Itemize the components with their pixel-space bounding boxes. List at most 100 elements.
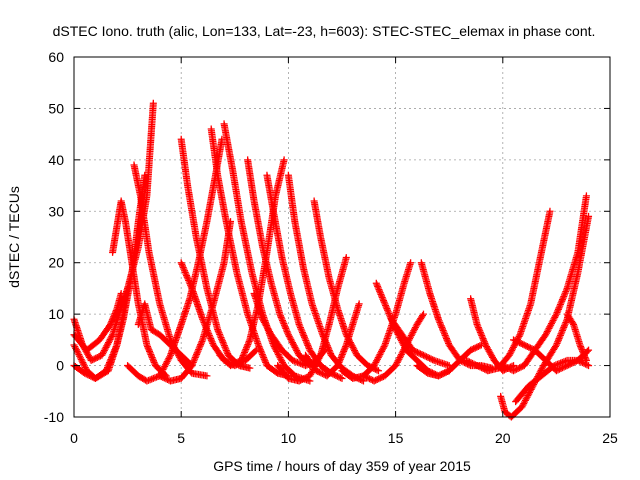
data-point [284,331,292,339]
data-point [278,357,286,365]
series-33 [512,356,593,406]
data-point [522,395,530,403]
series-26 [413,341,485,380]
data-point [439,327,447,335]
data-point [237,356,245,364]
data-point [577,358,585,366]
y-tick-label: -10 [44,409,64,425]
data-point [383,305,391,313]
series-19 [274,254,350,385]
data-point [325,345,333,353]
data-point [478,332,486,340]
data-point [342,343,350,351]
data-point [548,318,556,326]
data-point [552,341,560,349]
data-point [476,342,484,350]
series-21 [338,259,415,382]
data-point [554,305,562,313]
data-point [222,346,230,354]
data-point [335,373,343,381]
data-point [561,320,569,328]
data-point [141,171,149,179]
data-point [434,372,442,380]
data-point [231,359,239,367]
data-point [510,342,518,350]
data-point [359,372,367,380]
data-point [160,374,168,382]
data-point [90,355,98,363]
x-axis-label: GPS time / hours of day 359 of year 2015 [213,458,471,474]
data-point [282,324,290,332]
data-point [441,330,449,338]
data-point [562,286,570,294]
data-point [523,342,531,350]
data-point [203,327,211,335]
data-point [244,341,252,349]
data-point [373,366,381,374]
data-point [520,400,528,408]
data-point [293,347,301,355]
data-point [582,192,590,200]
series-25 [387,315,453,370]
data-point [544,326,552,334]
data-point [516,339,524,347]
data-point [332,371,340,379]
data-point [474,324,482,332]
data-point [382,303,390,311]
data-point [303,373,311,381]
data-point [336,357,344,365]
data-point [194,347,202,355]
data-point [441,369,449,377]
data-point [464,357,472,365]
data-point [181,267,189,275]
data-point [295,377,303,385]
data-point [73,347,81,355]
data-point [303,340,311,348]
data-point [185,278,193,286]
data-point [517,363,525,371]
data-point [85,371,93,379]
data-point [105,360,113,368]
data-point [98,351,106,359]
data-point [476,327,484,335]
data-point [197,339,205,347]
data-point [286,334,294,342]
data-point [411,324,419,332]
data-point [550,315,558,323]
data-point [349,343,357,351]
data-point [285,332,293,340]
data-point [112,344,120,352]
data-point [523,393,531,401]
data-point [381,300,389,308]
data-point [528,345,536,353]
data-point [513,337,521,345]
data-point [181,268,189,276]
data-point [149,99,157,107]
data-point [271,344,279,352]
data-point [258,350,266,358]
data-point [165,354,173,362]
data-point [276,354,284,362]
data-point [93,353,101,361]
data-point [219,338,227,346]
data-point [575,357,583,365]
data-point [275,352,283,360]
data-point [412,348,420,356]
data-point [551,342,559,350]
data-point [220,342,228,350]
data-point [239,352,247,360]
data-point [315,354,323,362]
data-point [198,337,206,345]
data-point [392,360,400,368]
data-point [445,339,453,347]
data-point [251,347,259,355]
data-point [476,328,484,336]
data-point [585,346,593,354]
data-point [164,356,172,364]
data-point [144,344,152,352]
data-point [180,265,188,273]
data-point [100,348,108,356]
data-point [104,340,112,348]
data-point [244,339,252,347]
data-point [204,328,212,336]
